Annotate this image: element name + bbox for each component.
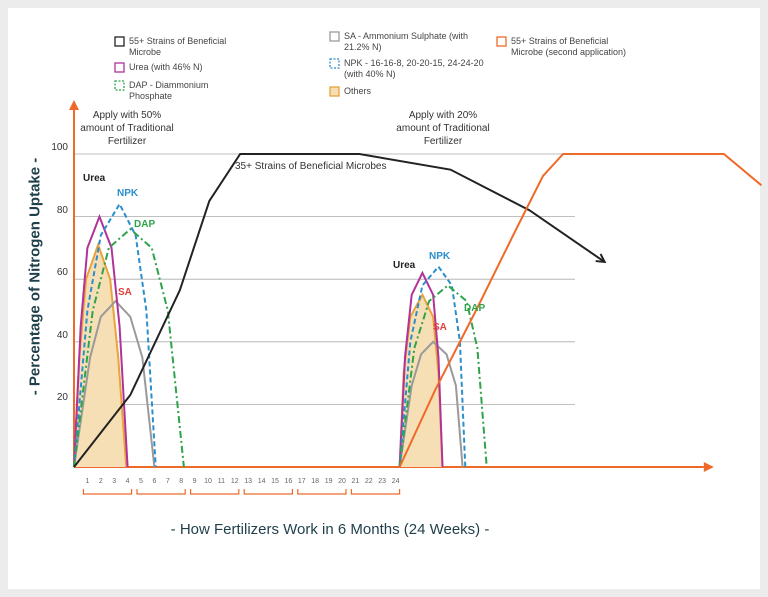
- y-tick-label: 100: [51, 142, 68, 153]
- annotation: Urea: [83, 173, 106, 184]
- x-tick-label: 18: [311, 478, 320, 485]
- x-tick-label: 12: [230, 478, 239, 485]
- x-tick-label: 11: [217, 478, 226, 485]
- week-bracket: [243, 489, 293, 495]
- annotation: SA: [118, 287, 132, 298]
- annotation: NPK: [117, 188, 139, 199]
- annotation: DAP: [134, 219, 156, 230]
- x-tick-label: 22: [364, 478, 373, 485]
- x-tick-label: 16: [284, 478, 293, 485]
- line: [73, 202, 467, 468]
- line: [73, 299, 464, 468]
- y-tick-label: 40: [56, 329, 68, 341]
- x-tick-label: 15: [271, 478, 279, 485]
- y-tick-label: 80: [56, 204, 68, 216]
- line: [73, 241, 444, 468]
- x-tick-label: 5: [139, 478, 143, 485]
- annotation: DAP: [464, 303, 486, 314]
- x-tick-label: 21: [351, 478, 360, 485]
- y-tick-label: 20: [56, 392, 68, 404]
- x-axis-title: - How Fertilizers Work in 6 Months (24 W…: [170, 521, 490, 538]
- x-tick-label: 13: [244, 478, 253, 485]
- legend-label: 55+ Strains of Beneficial Microbe (secon…: [511, 36, 627, 57]
- legend-swatch: [329, 86, 340, 97]
- legend-swatch: [329, 31, 340, 42]
- x-tick-label: 4: [125, 478, 130, 485]
- x-tick-label: 17: [297, 478, 306, 485]
- week-bracket: [136, 489, 186, 495]
- x-tick-label: 14: [257, 478, 266, 485]
- legend-label: 55+ Strains of Beneficial Microbe: [129, 36, 227, 57]
- legend-swatch: [114, 36, 125, 47]
- annotation: NPK: [429, 251, 451, 262]
- legend-swatch: [496, 36, 507, 47]
- annotation: 35+ Strains of Beneficial Microbes: [235, 161, 387, 172]
- legend-swatch: [329, 58, 340, 69]
- annotation: Urea: [393, 260, 416, 271]
- annotation: SA: [433, 322, 447, 333]
- x-tick-label: 20: [338, 478, 346, 485]
- x-tick-label: 10: [204, 478, 212, 485]
- legend-label: SA - Ammonium Sulphate (with 21.2% N): [344, 31, 469, 52]
- week-bracket: [82, 489, 133, 495]
- arrow-head: [595, 253, 607, 264]
- week-bracket: [297, 489, 347, 495]
- area: [74, 244, 443, 467]
- y-axis-title: - Percentage of Nitrogen Uptake -: [26, 157, 44, 396]
- x-axis-arrow: [703, 462, 714, 472]
- legend-label: DAP - Diammonium Phosphate: [129, 80, 209, 101]
- x-tick-label: 8: [179, 478, 184, 485]
- line: [73, 153, 606, 468]
- x-tick-label: 19: [324, 478, 333, 485]
- x-tick-label: 7: [165, 478, 170, 485]
- week-bracket: [190, 489, 240, 495]
- legend-label: Urea (with 46% N): [129, 62, 203, 72]
- panel: [8, 8, 760, 589]
- legend-label: Others: [344, 86, 372, 96]
- legend-swatch: [114, 80, 125, 91]
- x-tick-label: 24: [391, 478, 400, 485]
- y-tick-label: 60: [56, 267, 68, 279]
- y-axis-arrow: [69, 100, 79, 110]
- annotation: Apply with 20% amount of Traditional Fer…: [396, 110, 490, 147]
- line: [73, 213, 444, 468]
- x-tick-label: 2: [98, 478, 103, 485]
- x-tick-label: 23: [378, 478, 387, 485]
- annotation: Apply with 50% amount of Traditional Fer…: [80, 110, 174, 147]
- x-tick-label: 1: [85, 478, 90, 485]
- x-tick-label: 3: [112, 478, 117, 485]
- legend-swatch: [114, 62, 125, 73]
- week-bracket: [350, 489, 401, 495]
- line: [73, 227, 488, 468]
- x-tick-label: 9: [192, 478, 197, 485]
- legend-label: NPK - 16-16-8, 20-20-15, 24-24-20 (with …: [344, 58, 484, 79]
- x-tick-label: 6: [152, 478, 157, 485]
- line: [398, 153, 763, 468]
